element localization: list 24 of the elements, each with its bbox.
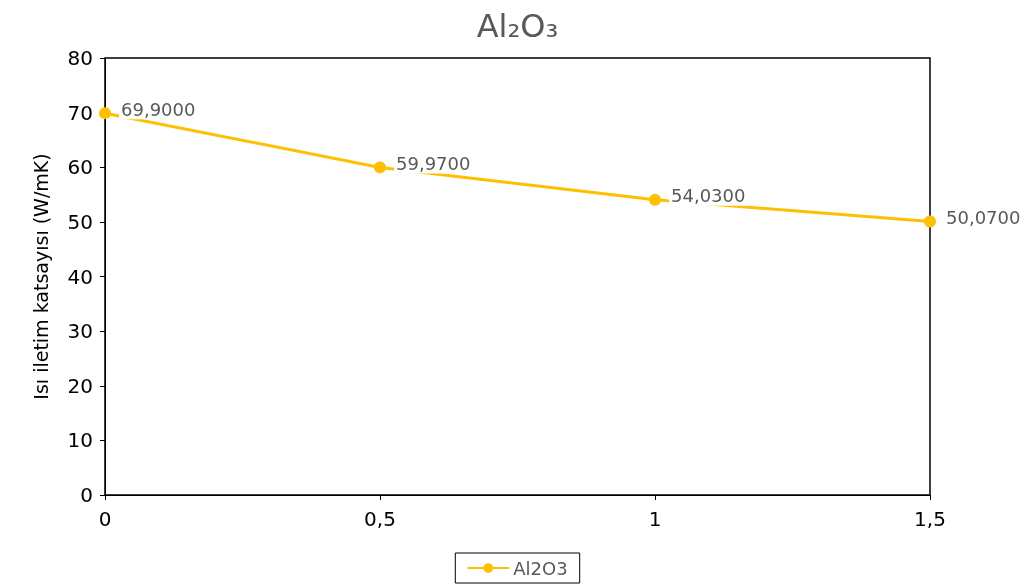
point bbox=[924, 215, 936, 228]
y-tick-label: 30 bbox=[67, 319, 93, 344]
data-label: 50,0700 bbox=[946, 206, 1021, 228]
y-tick-label: 70 bbox=[67, 100, 93, 125]
legend-label: Al2O3 bbox=[513, 557, 568, 579]
x-tick-label: 0,5 bbox=[364, 507, 396, 531]
x-tick-label: 0 bbox=[98, 507, 112, 531]
x-tick-label: 1,5 bbox=[914, 507, 946, 531]
y-tick-label: 60 bbox=[67, 155, 93, 180]
point bbox=[99, 107, 111, 120]
point bbox=[649, 193, 661, 206]
y-tick-label: 80 bbox=[67, 46, 93, 70]
data-label: 54,0300 bbox=[671, 185, 746, 207]
y-tick-label: 40 bbox=[67, 264, 93, 289]
data-label: 59,9700 bbox=[396, 152, 471, 174]
y-tick-label: 20 bbox=[67, 373, 93, 398]
y-tick-label: 10 bbox=[67, 428, 93, 453]
x-tick-label: 1 bbox=[648, 507, 662, 531]
point bbox=[374, 161, 386, 174]
y-tick-label: 0 bbox=[80, 483, 93, 507]
chart-title: Al₂O₃ bbox=[476, 7, 559, 45]
data-label: 69,9000 bbox=[121, 98, 196, 120]
y-tick-label: 50 bbox=[67, 209, 93, 234]
y-axis-title: Isı iletim katsayısı (W/mK) bbox=[29, 153, 52, 400]
